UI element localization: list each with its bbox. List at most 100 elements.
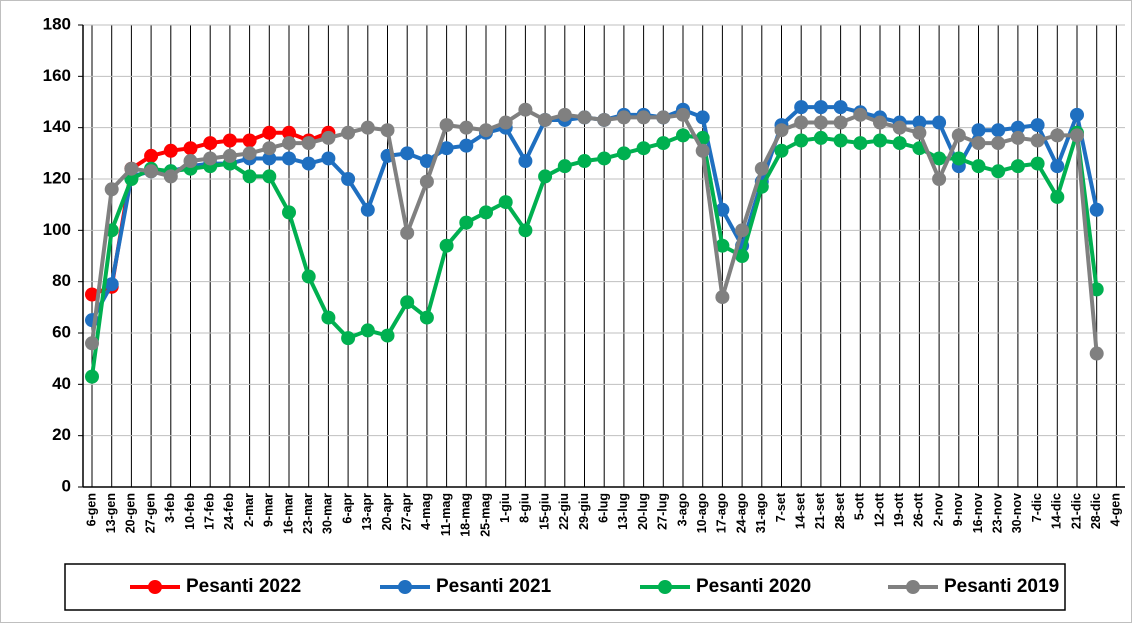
x-tick-label: 27-apr [399,493,413,531]
series-marker [301,269,316,284]
series-marker [262,169,277,184]
series-marker [400,225,415,240]
series-marker [656,110,671,125]
series-marker [912,115,927,130]
x-tick-label: 17-feb [202,493,216,530]
series-marker [597,112,612,127]
series-marker [400,295,415,310]
series-marker [951,128,966,143]
series-marker [774,123,789,138]
x-tick-label: 6-apr [340,493,354,524]
series-marker [1030,156,1045,171]
series-marker [360,120,375,135]
series-marker [321,151,336,166]
x-tick-label: 8-giu [518,493,532,523]
series-marker [892,120,907,135]
series-marker [518,223,533,238]
x-tick-label: 21-set [813,492,827,529]
series-marker [419,174,434,189]
series-marker [380,123,395,138]
series-marker [1010,159,1025,174]
x-tick-label: 13-apr [360,493,374,531]
x-tick-label: 21-dic [1069,493,1083,529]
x-tick-label: 4-mag [419,493,433,530]
series-marker [1010,130,1025,145]
x-tick-label: 12-ott [872,492,886,527]
series-marker [1030,133,1045,148]
legend-marker [906,580,920,594]
series-marker [242,169,257,184]
x-tick-label: 31-ago [754,493,768,534]
y-tick-label: 40 [52,374,71,393]
series-marker [183,141,198,156]
series-marker [360,323,375,338]
series-marker [676,128,690,143]
y-tick-label: 100 [43,220,71,239]
y-tick-label: 140 [43,117,71,136]
series-marker [1070,107,1084,122]
x-tick-label: 27-gen [143,493,157,533]
series-marker [794,100,809,115]
series-marker [695,110,710,125]
series-marker [991,136,1006,151]
series-marker [360,202,375,217]
series-marker [439,238,454,253]
series-marker [538,112,553,127]
x-tick-label: 7-set [774,492,788,522]
y-tick-label: 0 [62,476,71,495]
series-marker [85,336,99,351]
legend-label: Pesanti 2019 [944,576,1059,597]
x-tick-label: 23-nov [990,493,1004,533]
x-tick-label: 20-gen [124,493,138,533]
series-marker [656,136,671,151]
x-tick-label: 18-mag [459,493,473,537]
x-tick-label: 1-giu [498,493,512,523]
series-marker [853,136,868,151]
x-tick-label: 7-dic [1030,493,1044,522]
series-marker [833,115,848,130]
x-tick-label: 13-gen [104,493,118,533]
series-marker [813,115,828,130]
series-marker [912,125,927,140]
series-marker [498,195,513,210]
x-tick-label: 30-mar [321,493,335,534]
series-marker [419,154,434,169]
legend-marker [398,580,412,594]
x-tick-label: 24-feb [222,493,236,530]
series-marker [163,169,178,184]
series-marker [321,310,336,325]
series-marker [695,143,710,158]
series-marker [873,115,887,130]
series-marker [419,310,434,325]
x-tick-label: 30-nov [1010,493,1024,533]
x-tick-label: 10-ago [695,493,709,534]
series-marker [439,141,454,156]
series-marker [932,151,947,166]
series-marker [991,164,1006,179]
series-marker [794,133,809,148]
series-marker [833,133,848,148]
series-marker [813,130,828,145]
y-tick-label: 180 [43,14,71,33]
series-marker [341,125,356,140]
series-marker [242,133,257,148]
series-marker [341,331,356,346]
legend-marker [658,580,672,594]
series-marker [1070,128,1084,143]
series-marker [971,136,986,151]
y-tick-label: 160 [43,66,71,85]
series-marker [459,138,474,153]
series-marker [203,151,218,166]
series-marker [813,100,828,115]
series-marker [735,223,750,238]
series-marker [932,172,947,186]
series-marker [124,161,139,176]
x-tick-label: 23-mar [301,493,315,534]
series-marker [341,172,356,186]
series-marker [459,120,474,135]
x-tick-label: 24-ago [734,493,748,534]
series-marker [557,159,572,174]
series-marker [518,154,533,169]
legend-label: Pesanti 2020 [696,576,811,597]
